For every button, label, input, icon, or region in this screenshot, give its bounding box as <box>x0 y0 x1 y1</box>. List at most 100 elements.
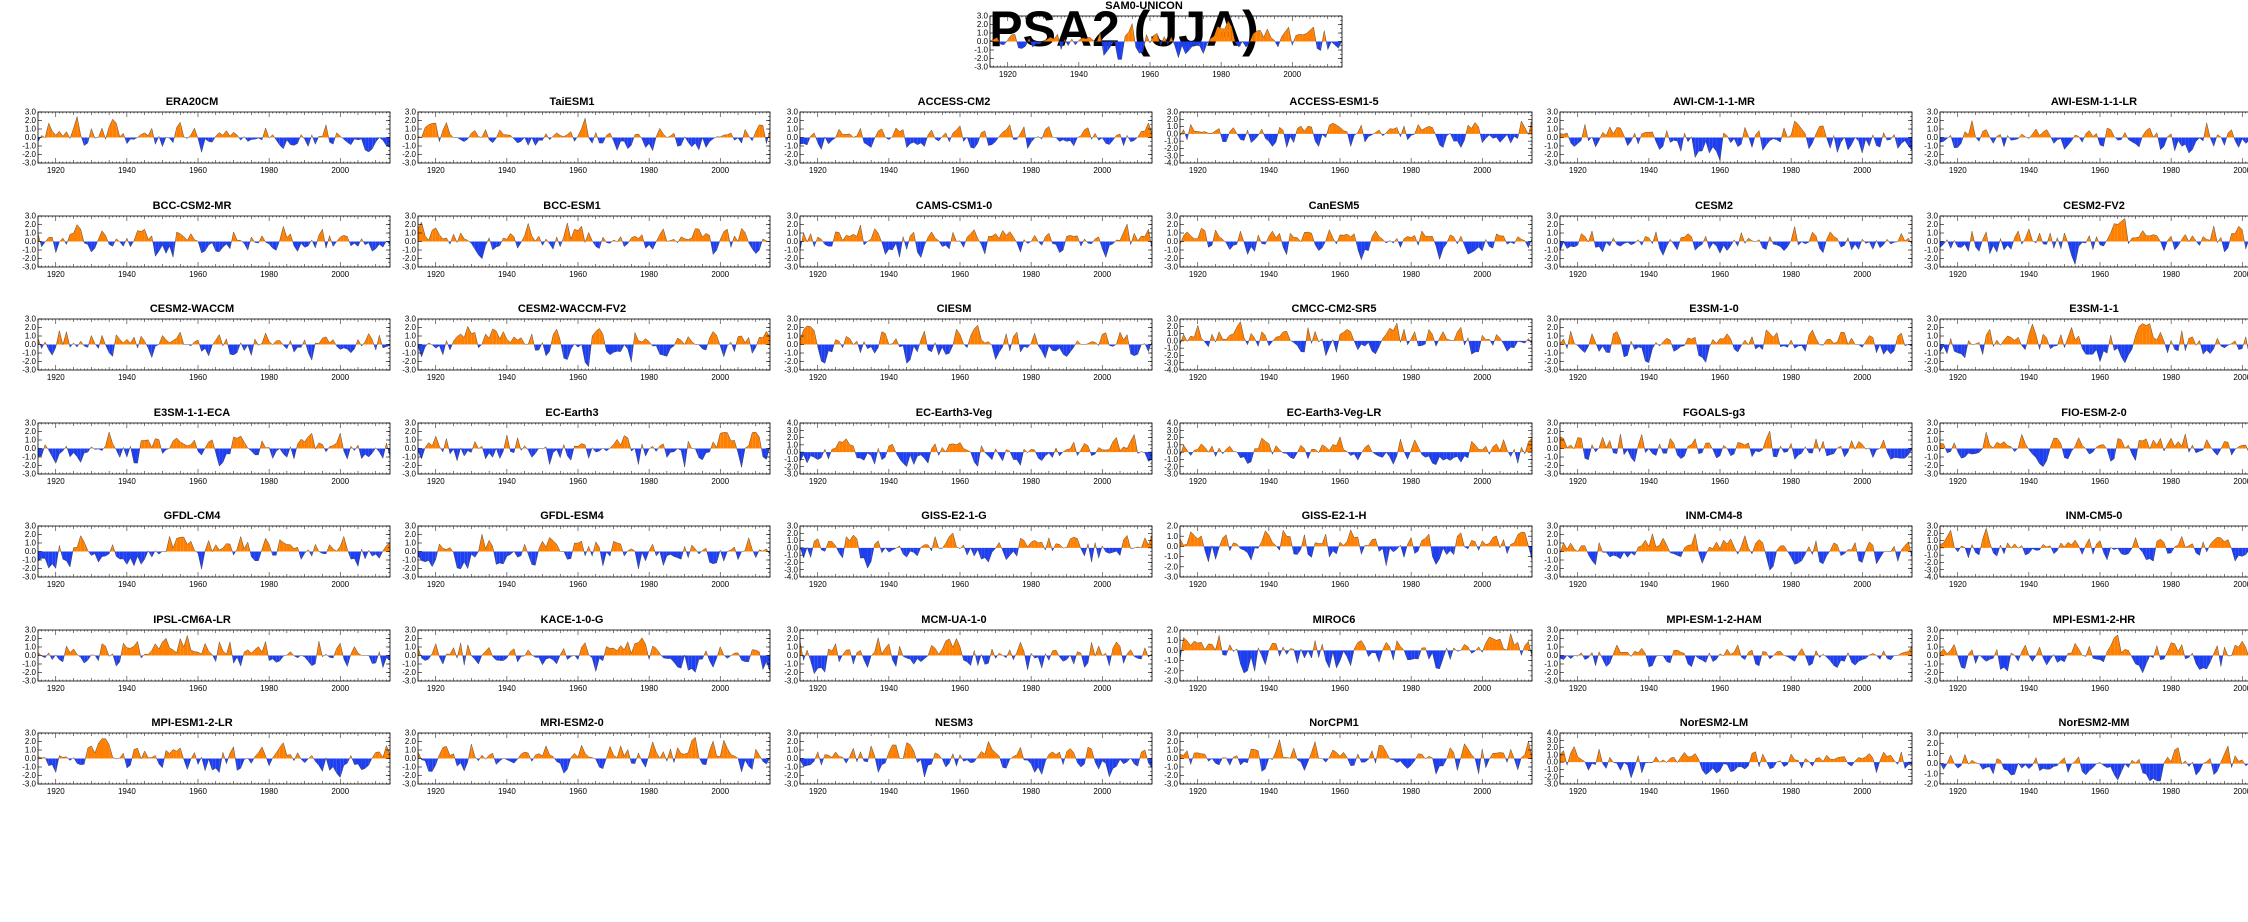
negative-area <box>1663 241 1667 256</box>
positive-area <box>814 132 816 138</box>
negative-area <box>2100 137 2104 147</box>
y-tick-label: 3.0 <box>1547 212 1559 221</box>
negative-area <box>173 241 176 258</box>
positive-area <box>166 339 170 345</box>
positive-area <box>489 237 491 242</box>
negative-area <box>1212 241 1213 246</box>
positive-area <box>2146 127 2150 138</box>
positive-area <box>910 232 914 242</box>
y-tick-label: -3.0 <box>22 159 36 168</box>
negative-area <box>1105 137 1110 145</box>
negative-area <box>924 137 928 147</box>
negative-area <box>920 137 925 147</box>
negative-area <box>1876 137 1880 148</box>
negative-area <box>524 137 529 146</box>
positive-area <box>215 132 220 138</box>
positive-area <box>276 340 280 345</box>
negative-area <box>205 137 209 142</box>
negative-area <box>2139 137 2143 148</box>
positive-area <box>116 334 120 345</box>
positive-area <box>1616 127 1621 138</box>
positive-area <box>730 132 734 138</box>
positive-area <box>1187 231 1191 242</box>
x-tick-label: 1960 <box>189 373 207 382</box>
positive-area <box>506 134 511 138</box>
positive-area <box>681 236 685 242</box>
negative-area <box>1070 137 1074 146</box>
positive-area <box>1095 236 1099 242</box>
positive-area <box>1801 129 1806 138</box>
positive-area <box>899 129 904 138</box>
y-tick-label: -2.0 <box>1544 254 1558 263</box>
positive-area <box>1293 237 1298 242</box>
negative-area <box>2021 241 2024 245</box>
positive-area <box>634 133 639 138</box>
negative-area <box>1766 137 1770 146</box>
panel-title: ACCESS-CM2 <box>917 96 991 108</box>
positive-area <box>551 136 554 138</box>
negative-area <box>2053 241 2057 249</box>
negative-area <box>1027 137 1032 149</box>
panel-cams-csm1-0: CAMS-CSM1-0 3.0 2.0 1.0 0.0 -1.0 -2.0 -3.0 1920 1… <box>770 200 1153 286</box>
negative-area <box>91 241 95 253</box>
positive-area <box>570 229 575 242</box>
positive-area <box>1465 125 1468 134</box>
negative-area <box>597 137 600 144</box>
negative-area <box>84 241 88 245</box>
negative-area <box>2192 137 2196 150</box>
positive-area <box>1336 124 1340 134</box>
positive-area <box>421 222 426 242</box>
negative-area <box>1712 241 1717 246</box>
positive-area <box>810 233 813 242</box>
y-tick-label: 0.0 <box>1547 133 1559 142</box>
negative-area <box>365 137 369 152</box>
positive-area <box>931 231 936 242</box>
positive-area <box>162 335 166 345</box>
positive-area <box>977 238 980 242</box>
negative-area <box>610 241 612 244</box>
negative-area <box>2079 137 2083 143</box>
x-tick-label: 1940 <box>118 373 136 382</box>
negative-area <box>1496 133 1500 143</box>
x-tick-label: 1980 <box>260 166 278 175</box>
positive-area <box>801 233 804 242</box>
negative-area <box>1066 137 1071 142</box>
negative-area <box>1240 133 1244 141</box>
panel-bcc-esm1: BCC-ESM1 3.0 2.0 1.0 0.0 -1.0 -2.0 -3.0 1920 1940… <box>388 200 771 286</box>
negative-area <box>617 137 621 151</box>
positive-area <box>755 124 760 138</box>
x-tick-label: 1940 <box>1260 270 1278 279</box>
positive-area <box>446 122 450 138</box>
negative-area <box>1364 241 1369 251</box>
negative-area <box>643 241 646 249</box>
positive-area <box>2047 232 2051 242</box>
positive-area <box>259 343 262 345</box>
positive-area <box>1613 127 1617 138</box>
negative-area <box>1760 137 1763 151</box>
negative-area <box>542 137 544 141</box>
positive-area <box>1447 234 1451 242</box>
negative-area <box>308 344 312 361</box>
positive-area <box>1837 238 1839 242</box>
positive-area <box>1332 237 1335 242</box>
panel-plot: 3.02.01.00.0-1.0-2.0-3.0 1920 1940 1960 1980… <box>1544 212 1913 279</box>
negative-area <box>1315 241 1319 251</box>
positive-area <box>1648 131 1653 138</box>
negative-area <box>1673 137 1678 142</box>
negative-area <box>226 241 230 249</box>
y-tick-label: -2.0 <box>22 150 36 159</box>
positive-area <box>1024 239 1026 242</box>
negative-area <box>386 344 390 347</box>
positive-area <box>570 131 574 138</box>
positive-area <box>2142 230 2147 242</box>
negative-area <box>1888 241 1891 245</box>
negative-area <box>84 344 88 348</box>
series-line <box>1559 226 1913 256</box>
y-tick-label: 2.0 <box>787 116 799 125</box>
negative-area <box>474 241 479 255</box>
positive-area <box>856 225 861 242</box>
negative-area <box>622 241 625 247</box>
positive-area <box>141 336 145 345</box>
positive-area <box>141 229 145 242</box>
negative-area <box>187 137 189 139</box>
